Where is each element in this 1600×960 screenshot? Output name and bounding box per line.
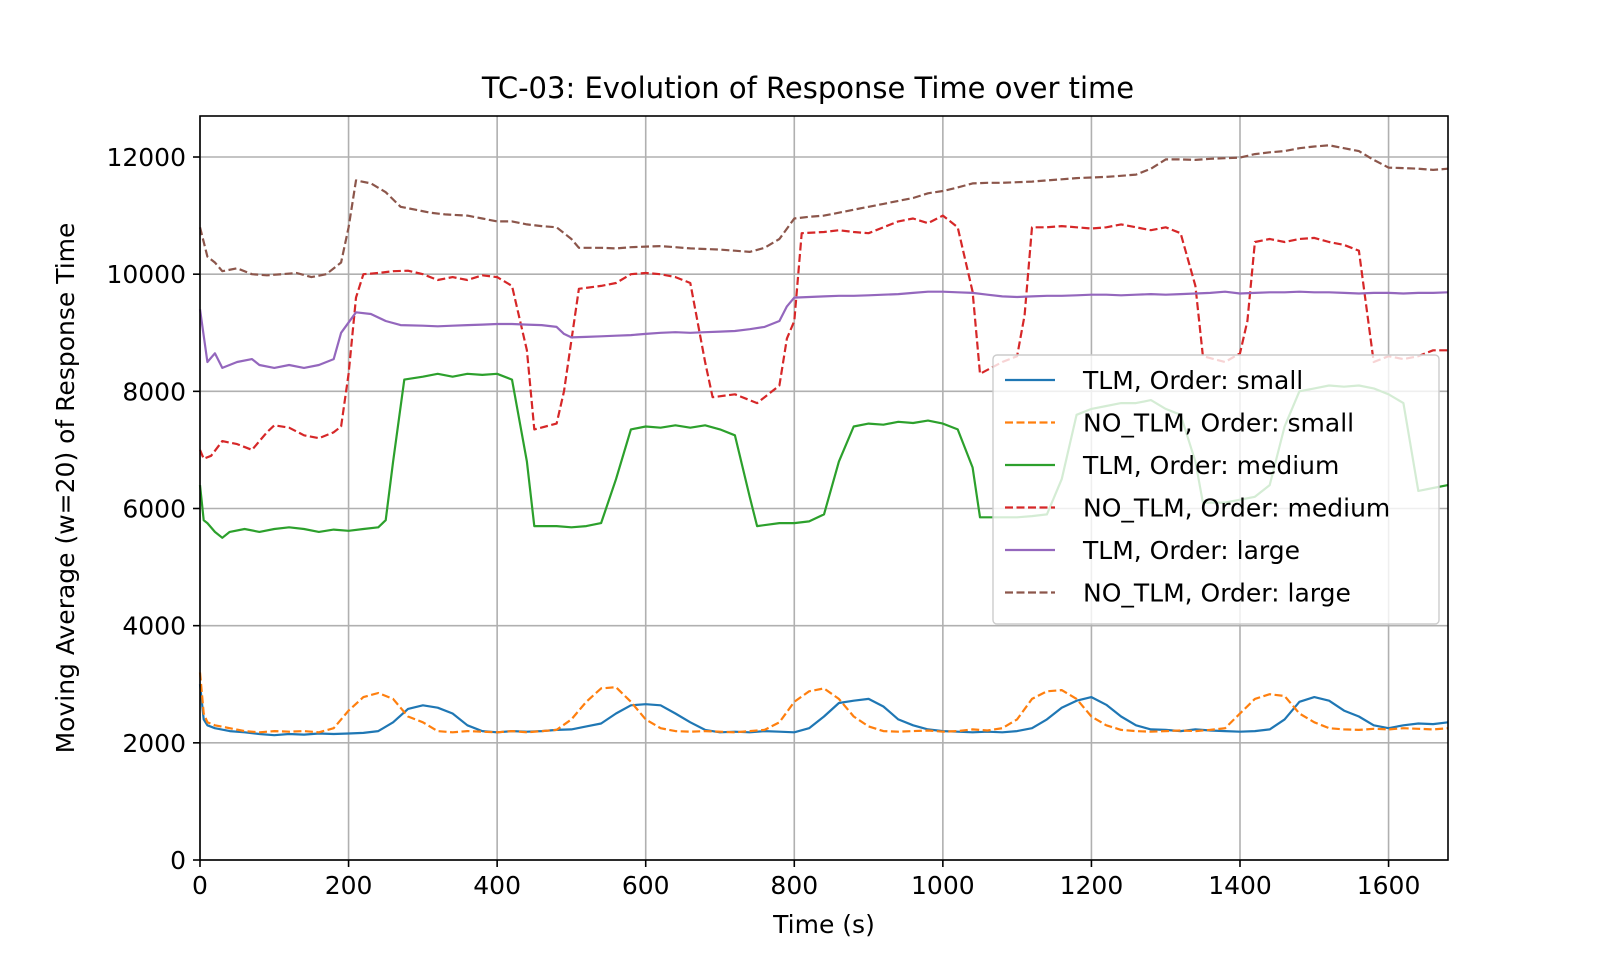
series-line-5 (198, 290, 1449, 369)
legend-label: NO_TLM, Order: small (1083, 409, 1354, 438)
x-tick-label: 1200 (1060, 871, 1124, 900)
y-axis: 0 2000 4000 6000 8000 10000 12000 (106, 143, 200, 875)
x-tick-label: 600 (622, 871, 670, 900)
legend-box (992, 354, 1440, 625)
x-tick-label: 1600 (1357, 871, 1421, 900)
legend-label: NO_TLM, Order: large (1083, 579, 1351, 608)
y-tick-label: 0 (170, 846, 186, 875)
series-line-4 (198, 214, 1448, 460)
legend-label: TLM, Order: medium (1082, 451, 1339, 480)
chart-title: TC-03: Evolution of Response Time over t… (481, 71, 1134, 105)
x-tick-label: 0 (192, 871, 208, 900)
legend-label: TLM, Order: large (1082, 536, 1300, 565)
y-tick-label: 4000 (122, 612, 186, 641)
legend-label: TLM, Order: small (1082, 366, 1303, 395)
legend-label: NO_TLM, Order: medium (1083, 494, 1390, 523)
x-axis-label: Time (s) (772, 910, 875, 939)
series-line-6 (198, 144, 1449, 279)
y-tick-label: 12000 (106, 143, 186, 172)
y-tick-label: 8000 (122, 377, 186, 406)
y-axis-label: Moving Average (w=20) of Response Time (51, 223, 80, 754)
x-tick-label: 400 (473, 871, 521, 900)
x-axis: 0 200 400 600 800 1000 1200 1400 1600 (192, 860, 1420, 900)
plot-frame (199, 115, 1449, 861)
y-tick-label: 2000 (122, 729, 186, 758)
legend: TLM, Order: small NO_TLM, Order: small TLM… (992, 354, 1440, 625)
x-tick-label: 1400 (1208, 871, 1272, 900)
y-tick-label: 6000 (122, 495, 186, 524)
x-tick-label: 1000 (911, 871, 975, 900)
series-line-1 (198, 684, 1449, 737)
x-tick-label: 800 (770, 871, 818, 900)
x-tick-label: 200 (325, 871, 373, 900)
y-tick-label: 10000 (106, 260, 186, 289)
series-line-2 (198, 672, 1449, 734)
